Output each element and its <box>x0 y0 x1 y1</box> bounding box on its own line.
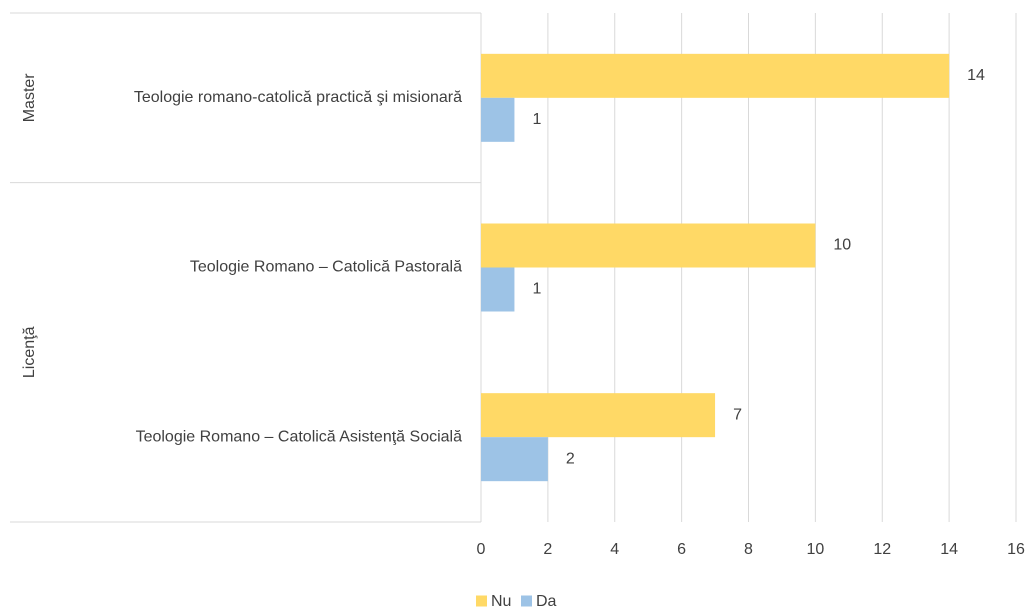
x-tick-label-14: 14 <box>940 541 958 558</box>
legend-swatch-nu <box>476 595 487 607</box>
category-labels: Teologie romano-catolică practică şi mis… <box>134 89 462 445</box>
bar-nu-1 <box>481 53 950 98</box>
x-axis-tick-labels: 0 2 4 6 8 10 12 14 16 <box>477 541 1025 558</box>
data-label-nu-2: 10 <box>833 237 851 254</box>
legend: Nu Da <box>476 593 557 610</box>
x-tick-label-16: 16 <box>1007 541 1025 558</box>
x-tick-label-0: 0 <box>477 541 486 558</box>
bar-nu-3 <box>481 393 716 438</box>
legend-label-nu: Nu <box>491 593 511 610</box>
data-label-da-2: 1 <box>532 281 541 298</box>
bar-nu-2 <box>481 223 816 268</box>
bar-da-1 <box>481 97 515 142</box>
bars <box>481 53 950 482</box>
legend-label-da: Da <box>536 593 557 610</box>
x-tick-label-6: 6 <box>677 541 686 558</box>
x-tick-label-2: 2 <box>543 541 552 558</box>
data-label-nu-1: 14 <box>967 67 985 84</box>
bar-da-2 <box>481 267 515 312</box>
data-labels: 14 1 10 1 7 2 <box>532 67 985 467</box>
data-label-da-3: 2 <box>566 450 575 467</box>
x-tick-label-10: 10 <box>806 541 824 558</box>
category-axis-frame <box>10 12 481 523</box>
legend-swatch-da <box>521 595 532 607</box>
category-label: Teologie Romano – Catolică Pastorală <box>190 259 462 276</box>
bar-da-3 <box>481 437 548 482</box>
category-label: Teologie Romano – Catolică Asistenţă Soc… <box>136 428 463 445</box>
x-tick-label-8: 8 <box>744 541 753 558</box>
x-tick-label-12: 12 <box>873 541 891 558</box>
group-label-master: Master <box>21 73 38 123</box>
group-labels: Master Licenţă <box>21 73 38 378</box>
data-label-da-1: 1 <box>532 111 541 128</box>
x-tick-label-4: 4 <box>610 541 619 558</box>
category-label: Teologie romano-catolică practică şi mis… <box>134 89 462 106</box>
data-label-nu-3: 7 <box>733 406 742 423</box>
group-label-licen: Licenţă <box>21 326 38 378</box>
